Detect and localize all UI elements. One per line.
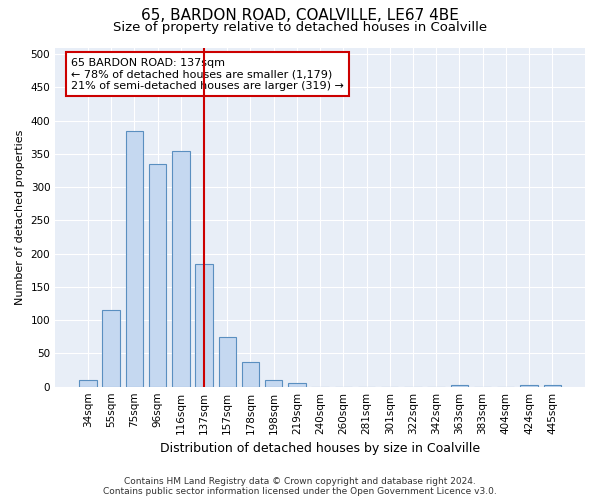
X-axis label: Distribution of detached houses by size in Coalville: Distribution of detached houses by size … xyxy=(160,442,480,455)
Bar xyxy=(172,150,190,386)
Y-axis label: Number of detached properties: Number of detached properties xyxy=(15,130,25,305)
Bar xyxy=(288,384,305,386)
Text: 65, BARDON ROAD, COALVILLE, LE67 4BE: 65, BARDON ROAD, COALVILLE, LE67 4BE xyxy=(141,8,459,22)
Text: Size of property relative to detached houses in Coalville: Size of property relative to detached ho… xyxy=(113,21,487,34)
Text: 65 BARDON ROAD: 137sqm
← 78% of detached houses are smaller (1,179)
21% of semi-: 65 BARDON ROAD: 137sqm ← 78% of detached… xyxy=(71,58,344,91)
Bar xyxy=(242,362,259,386)
Bar xyxy=(103,310,120,386)
Bar xyxy=(149,164,166,386)
Bar xyxy=(218,337,236,386)
Bar xyxy=(196,264,213,386)
Text: Contains HM Land Registry data © Crown copyright and database right 2024.
Contai: Contains HM Land Registry data © Crown c… xyxy=(103,476,497,496)
Bar xyxy=(79,380,97,386)
Bar xyxy=(125,130,143,386)
Bar xyxy=(265,380,283,386)
